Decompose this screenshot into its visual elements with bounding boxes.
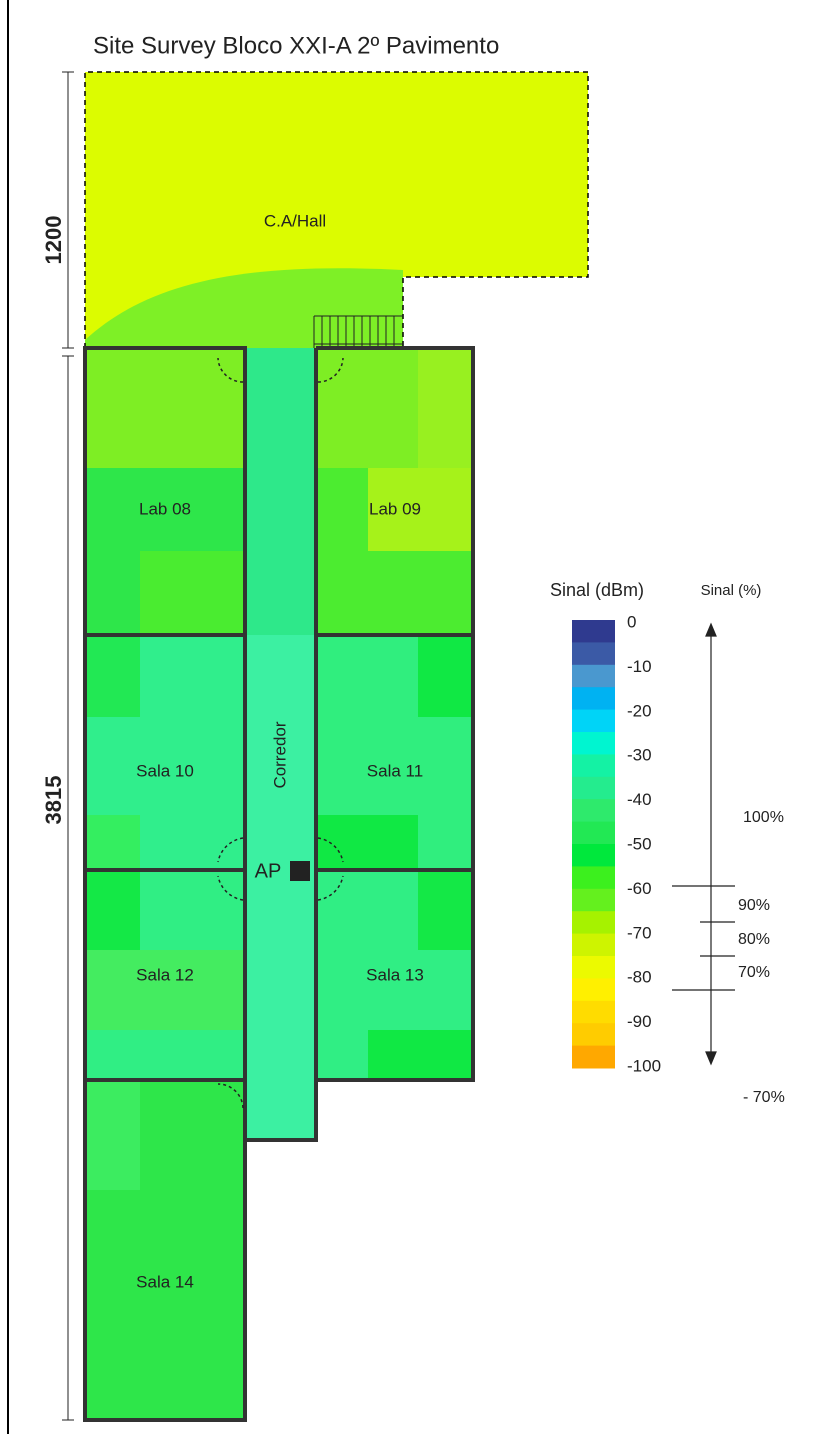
- legend-swatch: [572, 687, 615, 711]
- legend-swatch: [572, 933, 615, 957]
- room-label: Sala 13: [366, 965, 424, 984]
- dimension-label: 3815: [41, 776, 66, 825]
- ap-label: AP: [255, 860, 282, 882]
- legend-tick-label: -60: [627, 879, 652, 898]
- room-label: Lab 09: [369, 499, 421, 518]
- legend-swatch: [572, 1000, 615, 1024]
- dimension-label: 1200: [41, 216, 66, 265]
- room-label: C.A/Hall: [264, 211, 326, 230]
- room-label: Lab 08: [139, 499, 191, 518]
- room-label: Sala 11: [367, 761, 423, 780]
- legend-swatch: [572, 642, 615, 666]
- room-label: Corredor: [270, 721, 289, 788]
- legend-swatch: [572, 732, 615, 755]
- signal-tiles: [85, 348, 473, 1420]
- legend-swatch: [572, 1023, 615, 1047]
- percent-scale: [672, 622, 735, 1066]
- legend-swatch: [572, 620, 615, 643]
- legend-swatch: [572, 709, 615, 733]
- percent-label: - 70%: [743, 1089, 785, 1106]
- legend-swatch: [572, 776, 615, 800]
- legend-swatch: [572, 866, 615, 890]
- legend-tick-label: 0: [627, 612, 636, 631]
- percent-label: 80%: [738, 931, 770, 948]
- legend-tick-label: -70: [627, 923, 652, 942]
- legend-title-pct: Sinal (%): [701, 582, 762, 599]
- legend-swatch: [572, 821, 615, 845]
- hall-signal: [85, 268, 403, 348]
- percent-label: 90%: [738, 897, 770, 914]
- legend-swatch: [572, 664, 615, 688]
- doors: [217, 357, 344, 1109]
- percent-label: 100%: [743, 809, 784, 826]
- legend-swatch: [572, 888, 615, 912]
- legend-tick-label: -50: [627, 834, 652, 853]
- title: Site Survey Bloco XXI-A 2º Pavimento: [93, 32, 499, 59]
- legend-tick-label: -100: [627, 1056, 661, 1075]
- legend-title-dbm: Sinal (dBm): [550, 580, 644, 600]
- room-label: Sala 14: [136, 1272, 194, 1291]
- hall-area: [85, 72, 588, 348]
- legend-tick-label: -90: [627, 1012, 652, 1031]
- dimension-lines: [62, 71, 74, 1421]
- legend-tick-label: -80: [627, 968, 652, 987]
- legend-tick-label: -30: [627, 746, 652, 765]
- legend-tick-label: -10: [627, 657, 652, 676]
- walls: [83, 346, 475, 1422]
- access-point: [290, 861, 310, 881]
- room-label: Sala 10: [136, 761, 194, 780]
- legend-swatch: [572, 1045, 615, 1069]
- legend-swatch: [572, 911, 615, 935]
- legend-swatch: [572, 754, 615, 778]
- legend-tick-label: -20: [627, 701, 652, 720]
- room-label: Sala 12: [136, 965, 194, 984]
- percent-label: 70%: [738, 964, 770, 981]
- legend-swatch: [572, 799, 615, 823]
- legend-swatch: [572, 844, 615, 867]
- legend-tick-label: -40: [627, 790, 652, 809]
- legend-swatch: [572, 956, 615, 979]
- legend-swatch: [572, 978, 615, 1002]
- hall-outline: [84, 71, 589, 348]
